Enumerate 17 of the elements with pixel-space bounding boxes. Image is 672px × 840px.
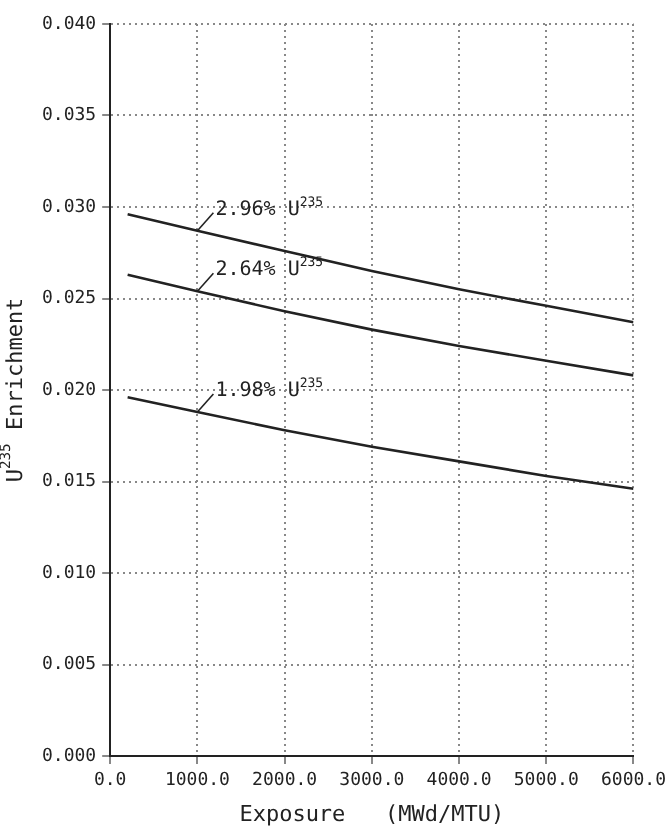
- y-tick-label: 0.000: [42, 746, 97, 767]
- x-tick-label: 0.0: [93, 771, 127, 792]
- x-tick-label: 6000.0: [600, 771, 666, 792]
- x-tick-label: 2000.0: [252, 771, 318, 792]
- x-axis-title: Exposure (MWd/MTU): [239, 800, 505, 827]
- y-tick-label: 0.015: [42, 472, 97, 493]
- y-tick-label: 0.020: [42, 380, 97, 401]
- y-tick-label: 0.030: [42, 197, 97, 218]
- x-tick-label: 3000.0: [339, 771, 405, 792]
- y-tick-label: 0.005: [42, 655, 97, 676]
- y-tick-label: 0.040: [42, 14, 97, 35]
- x-tick-label: 1000.0: [164, 771, 230, 792]
- y-tick-label: 0.025: [42, 289, 97, 310]
- x-tick-label: 4000.0: [426, 771, 492, 792]
- y-tick-label: 0.010: [42, 563, 97, 584]
- y-tick-label: 0.035: [42, 106, 97, 127]
- x-tick-label: 5000.0: [513, 771, 579, 792]
